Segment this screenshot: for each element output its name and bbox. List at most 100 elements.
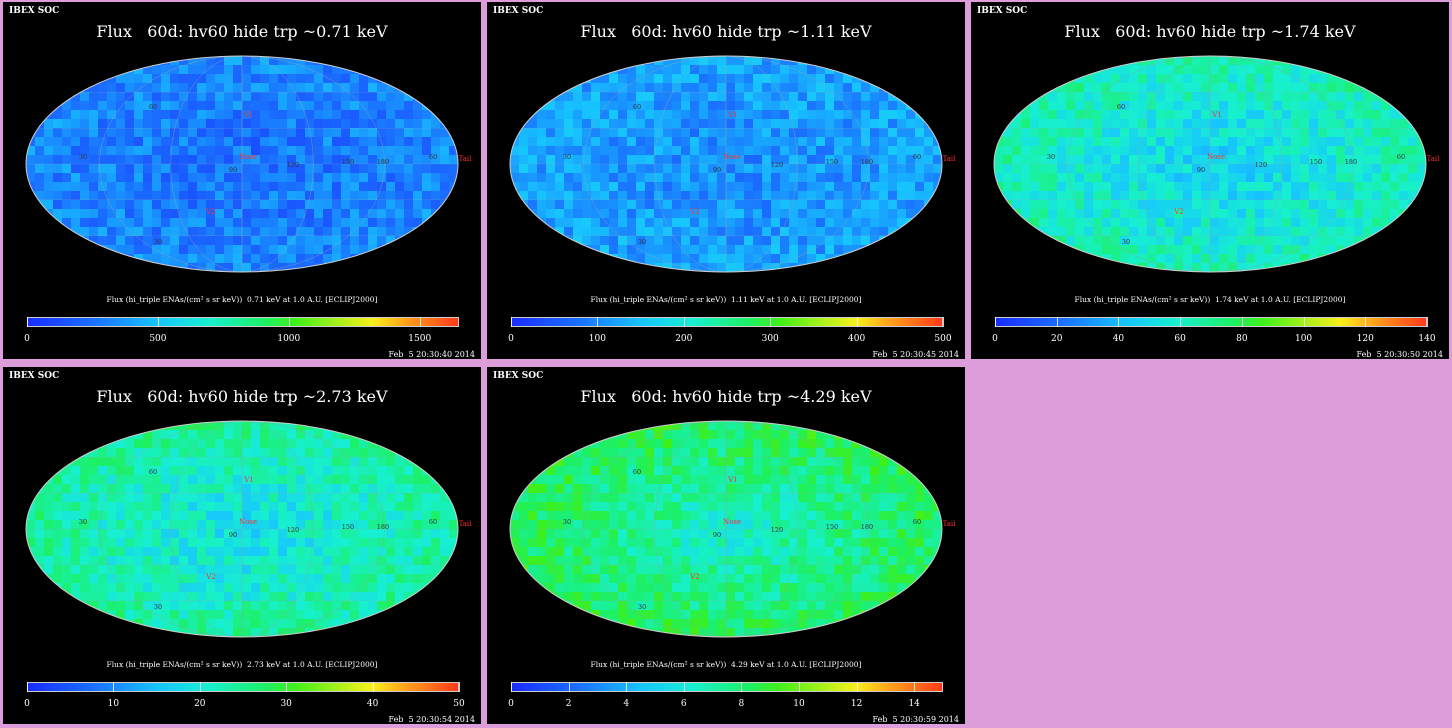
- map-pixel: [591, 209, 601, 219]
- map-pixel: [1363, 218, 1373, 228]
- map-pixel: [440, 227, 450, 237]
- map-pixel: [71, 263, 81, 272]
- map-pixel: [1354, 218, 1364, 228]
- map-pixel: [62, 254, 72, 264]
- map-pixel: [618, 263, 628, 272]
- map-pixel: [449, 263, 458, 272]
- map-pixel: [1165, 101, 1175, 111]
- map-pixel: [1390, 65, 1400, 75]
- map-pixel: [870, 245, 880, 255]
- map-pixel: [1399, 83, 1409, 93]
- map-pixel: [1273, 155, 1283, 165]
- map-pixel: [1084, 164, 1094, 174]
- grid-coordinate-label: 90: [228, 166, 238, 174]
- map-pixel: [53, 493, 63, 503]
- map-pixel: [879, 128, 889, 138]
- map-pixel: [519, 65, 529, 75]
- map-pixel: [278, 191, 288, 201]
- map-pixel: [269, 529, 279, 539]
- map-pixel: [861, 430, 871, 440]
- map-pixel: [1327, 101, 1337, 111]
- map-pixel: [35, 574, 45, 584]
- map-pixel: [233, 218, 243, 228]
- map-pixel: [825, 209, 835, 219]
- map-pixel: [897, 128, 907, 138]
- map-pixel: [1363, 245, 1373, 255]
- map-pixel: [125, 628, 135, 637]
- map-pixel: [843, 65, 853, 75]
- map-pixel: [53, 601, 63, 611]
- map-pixel: [107, 191, 117, 201]
- map-pixel: [170, 74, 180, 84]
- map-pixel: [350, 484, 360, 494]
- map-pixel: [26, 511, 36, 521]
- map-pixel: [1273, 110, 1283, 120]
- colorbar-tick-label: 10: [107, 699, 120, 709]
- map-pixel: [152, 430, 162, 440]
- map-pixel: [1381, 65, 1391, 75]
- map-pixel: [170, 556, 180, 566]
- map-pixel: [368, 119, 378, 129]
- map-pixel: [1030, 191, 1040, 201]
- colorbar-tick-label: 20: [194, 699, 206, 709]
- map-pixel: [744, 74, 754, 84]
- map-pixel: [206, 610, 216, 620]
- map-pixel: [1336, 209, 1346, 219]
- map-pixel: [296, 146, 306, 156]
- map-pixel: [395, 209, 405, 219]
- map-pixel: [753, 119, 763, 129]
- map-pixel: [573, 155, 583, 165]
- map-pixel: [1120, 191, 1130, 201]
- map-pixel: [825, 218, 835, 228]
- map-pixel: [1372, 155, 1382, 165]
- map-pixel: [744, 227, 754, 237]
- map-pixel: [161, 538, 171, 548]
- map-pixel: [1363, 83, 1373, 93]
- map-pixel: [744, 218, 754, 228]
- map-pixel: [404, 236, 414, 246]
- map-pixel: [618, 182, 628, 192]
- map-pixel: [1255, 182, 1265, 192]
- map-pixel: [771, 227, 781, 237]
- map-pixel: [62, 146, 72, 156]
- map-pixel: [600, 254, 610, 264]
- flux-map-panel: IBEX SOC Flux 60d: hv60 hide trp ~1.74 ke…: [971, 2, 1449, 359]
- map-pixel: [197, 83, 207, 93]
- map-pixel: [726, 448, 736, 458]
- map-pixel: [197, 74, 207, 84]
- map-pixel: [546, 191, 556, 201]
- map-pixel: [260, 547, 270, 557]
- map-pixel: [161, 236, 171, 246]
- map-pixel: [600, 218, 610, 228]
- map-pixel: [780, 128, 790, 138]
- map-pixel: [717, 74, 727, 84]
- map-pixel: [1255, 209, 1265, 219]
- map-pixel: [816, 254, 826, 264]
- map-pixel: [242, 457, 252, 467]
- map-pixel: [1300, 245, 1310, 255]
- map-pixel: [395, 128, 405, 138]
- map-pixel: [1300, 173, 1310, 183]
- map-pixel: [807, 209, 817, 219]
- map-pixel: [735, 218, 745, 228]
- map-pixel: [233, 146, 243, 156]
- map-pixel: [287, 493, 297, 503]
- map-pixel: [519, 146, 529, 156]
- map-pixel: [179, 448, 189, 458]
- map-pixel: [224, 457, 234, 467]
- map-pixel: [1210, 182, 1220, 192]
- map-pixel: [843, 421, 853, 431]
- map-pixel: [609, 439, 619, 449]
- map-pixel: [1030, 110, 1040, 120]
- map-pixel: [260, 146, 270, 156]
- map-pixel: [287, 173, 297, 183]
- map-pixel: [1003, 155, 1013, 165]
- map-pixel: [852, 191, 862, 201]
- map-pixel: [341, 128, 351, 138]
- map-pixel: [1372, 254, 1382, 264]
- map-pixel: [116, 601, 126, 611]
- map-pixel: [395, 592, 405, 602]
- map-pixel: [278, 538, 288, 548]
- map-pixel: [1336, 137, 1346, 147]
- map-pixel: [161, 173, 171, 183]
